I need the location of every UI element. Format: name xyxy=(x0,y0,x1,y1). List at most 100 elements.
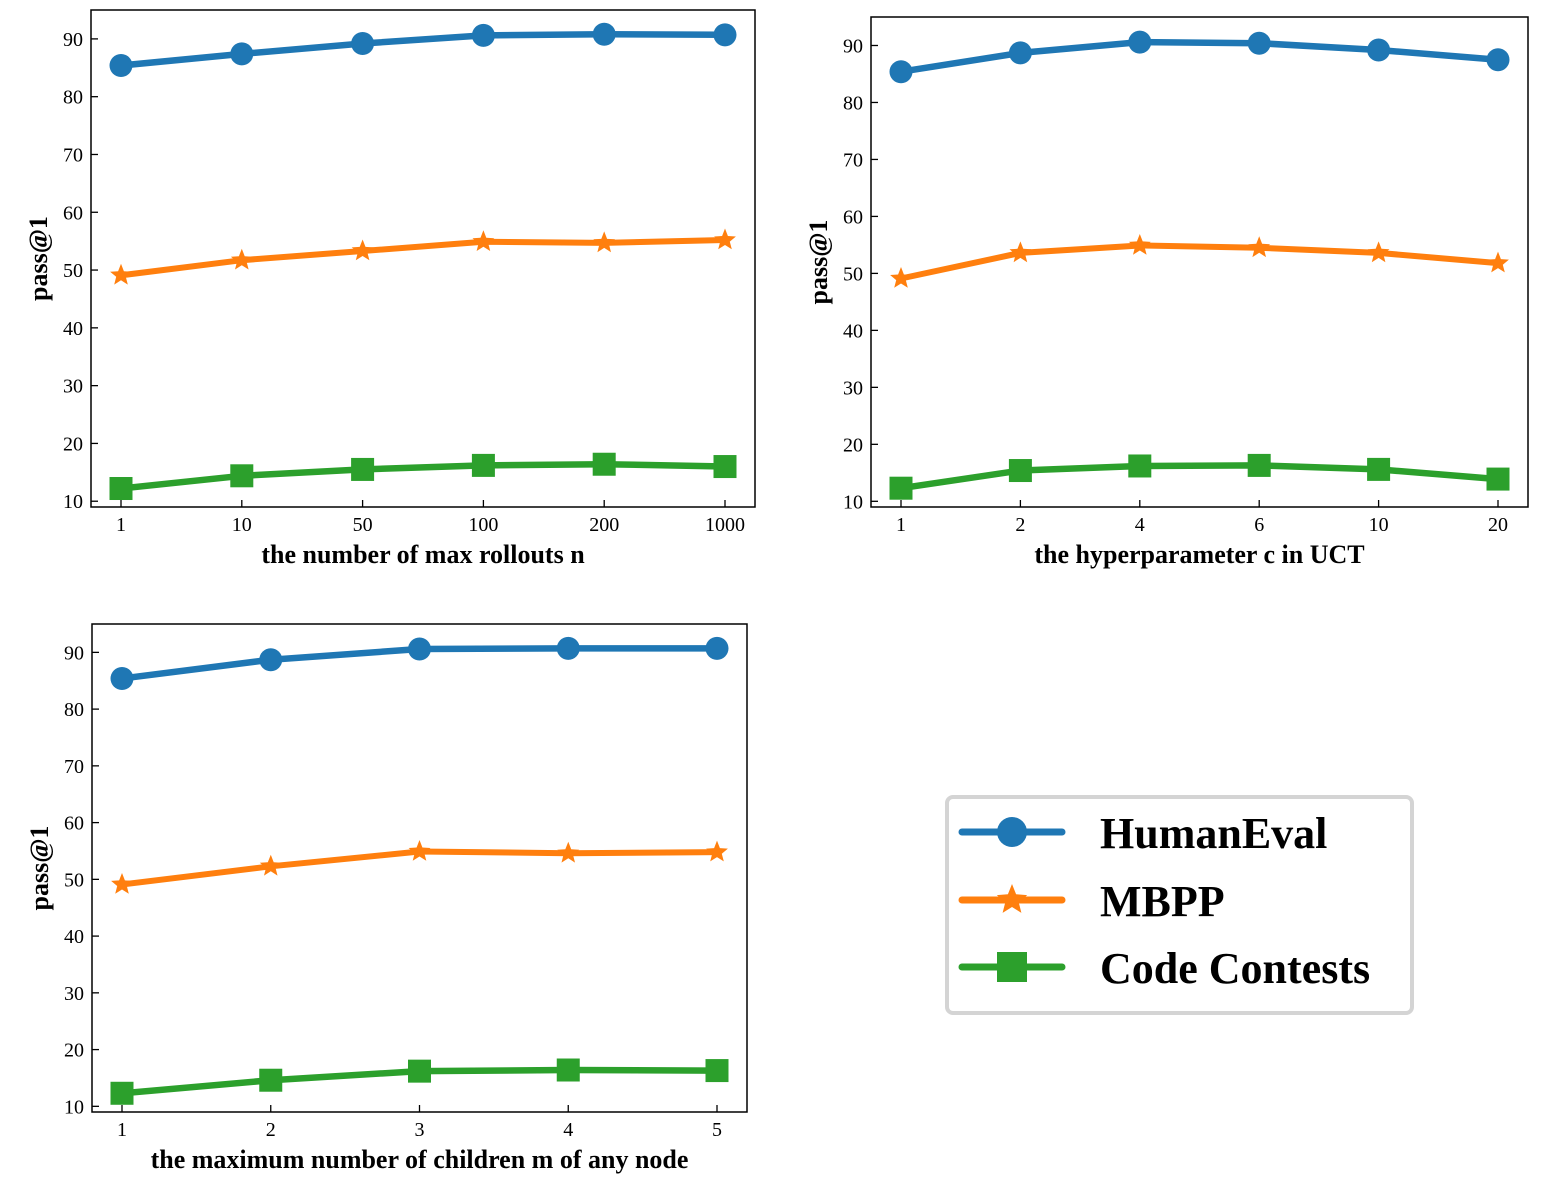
data-point-code-contests xyxy=(471,453,495,477)
legend-entry-code-contests: Code Contests xyxy=(958,944,1370,993)
legend-marker-humaneval xyxy=(997,817,1027,847)
data-point-humaneval xyxy=(259,648,283,672)
legend-marker-code-contests xyxy=(997,952,1027,982)
data-point-code-contests xyxy=(259,1068,283,1092)
y-tick-label: 40 xyxy=(63,318,83,340)
data-point-mbpp xyxy=(408,840,431,861)
x-tick-label: 10 xyxy=(1369,514,1389,536)
y-tick-label: 20 xyxy=(843,434,863,456)
x-tick-label: 1 xyxy=(117,1119,127,1141)
y-tick-label: 30 xyxy=(843,377,863,399)
data-point-humaneval xyxy=(408,637,431,661)
x-tick-label: 5 xyxy=(712,1119,722,1141)
x-tick-label: 10 xyxy=(232,514,252,536)
data-point-code-contests xyxy=(1486,467,1510,491)
y-tick-label: 30 xyxy=(63,376,83,398)
x-tick-label: 1000 xyxy=(705,514,745,536)
data-point-mbpp xyxy=(1248,236,1271,258)
data-point-humaneval xyxy=(471,23,495,47)
y-tick-label: 70 xyxy=(63,144,83,166)
data-point-humaneval xyxy=(1247,31,1271,55)
y-tick-label: 30 xyxy=(64,983,84,1005)
data-point-humaneval xyxy=(556,636,580,660)
data-point-code-contests xyxy=(889,476,913,500)
data-point-humaneval xyxy=(592,22,616,46)
data-point-code-contests xyxy=(408,1059,431,1083)
x-axis-title: the number of max rollouts n xyxy=(261,540,585,569)
data-point-mbpp xyxy=(706,840,728,862)
y-tick-label: 10 xyxy=(63,491,83,513)
plot-frame xyxy=(91,623,748,1113)
chart-max-children: 10 20 30 40 50 60 70 80 90 1 2 3 4 5 the maximum numbe… xyxy=(25,623,748,1174)
y-tick-label: 80 xyxy=(63,87,83,109)
chart-max-rollouts: 10 20 30 40 50 60 70 80 90 1 10 50 100 200 1000 the num… xyxy=(24,9,756,569)
legend: HumanEval MBPP Code Contests xyxy=(945,795,1414,1015)
y-axis-title: pass@1 xyxy=(25,826,54,911)
data-point-mbpp xyxy=(1128,234,1151,255)
x-axis-title: the hyperparameter c in UCT xyxy=(1034,540,1364,569)
y-tick-label: 80 xyxy=(64,699,84,721)
data-point-mbpp xyxy=(1009,241,1032,263)
data-point-mbpp xyxy=(110,263,132,285)
y-tick-label: 50 xyxy=(843,263,863,285)
data-point-humaneval xyxy=(1008,41,1032,65)
data-point-code-contests xyxy=(1367,457,1391,481)
x-tick-label: 100 xyxy=(468,514,498,536)
series-line-code-contests xyxy=(897,462,1502,492)
y-tick-label: 80 xyxy=(843,92,863,114)
data-point-humaneval xyxy=(889,60,913,84)
data-point-code-contests xyxy=(713,455,737,479)
x-tick-label: 200 xyxy=(589,514,619,536)
y-axis-title: pass@1 xyxy=(804,220,833,305)
data-point-mbpp xyxy=(1487,251,1509,273)
data-point-humaneval xyxy=(705,636,729,660)
data-point-humaneval xyxy=(1367,38,1391,62)
data-point-code-contests xyxy=(109,477,133,501)
y-tick-label: 60 xyxy=(64,813,84,835)
data-point-mbpp xyxy=(230,248,253,270)
y-tick-label: 90 xyxy=(63,29,83,51)
series-line-mbpp xyxy=(118,237,728,279)
data-point-mbpp xyxy=(1367,241,1390,263)
data-point-mbpp xyxy=(714,228,736,250)
y-tick-label: 70 xyxy=(64,756,84,778)
y-tick-label: 10 xyxy=(843,491,863,513)
legend-label-code-contests: Code Contests xyxy=(1100,944,1370,993)
x-tick-label: 4 xyxy=(1135,514,1145,536)
data-point-humaneval xyxy=(713,23,737,47)
data-point-code-contests xyxy=(351,457,375,481)
legend-entry-mbpp: MBPP xyxy=(958,877,1225,926)
data-point-mbpp xyxy=(351,239,374,261)
y-tick-label: 90 xyxy=(64,642,84,664)
data-point-humaneval xyxy=(351,32,375,56)
y-tick-label: 60 xyxy=(63,202,83,224)
data-point-humaneval xyxy=(1486,48,1510,72)
data-point-mbpp xyxy=(111,873,133,894)
x-tick-label: 1 xyxy=(896,514,906,536)
x-tick-label: 2 xyxy=(266,1119,276,1141)
y-tick-label: 20 xyxy=(64,1040,84,1062)
y-tick-label: 20 xyxy=(63,433,83,455)
legend-label-mbpp: MBPP xyxy=(1100,877,1225,926)
y-tick-label: 60 xyxy=(843,206,863,228)
y-axis-title: pass@1 xyxy=(24,216,53,301)
data-point-code-contests xyxy=(592,452,616,476)
data-point-code-contests xyxy=(1128,454,1152,478)
data-point-mbpp xyxy=(593,231,616,253)
data-point-humaneval xyxy=(230,42,254,66)
y-tick-label: 10 xyxy=(64,1096,84,1118)
x-tick-label: 50 xyxy=(353,514,373,536)
series-line-humaneval xyxy=(897,38,1502,75)
legend-frame xyxy=(945,795,1414,1015)
data-point-mbpp xyxy=(259,854,282,876)
y-tick-label: 50 xyxy=(63,260,83,282)
legend-entry-humaneval: HumanEval xyxy=(958,809,1327,858)
data-point-code-contests xyxy=(230,464,254,488)
series-line-code-contests xyxy=(117,460,729,492)
x-tick-label: 2 xyxy=(1015,514,1025,536)
series-line-mbpp xyxy=(898,242,1501,282)
y-tick-label: 90 xyxy=(843,35,863,57)
data-point-code-contests xyxy=(1008,459,1032,483)
y-tick-label: 70 xyxy=(843,149,863,171)
